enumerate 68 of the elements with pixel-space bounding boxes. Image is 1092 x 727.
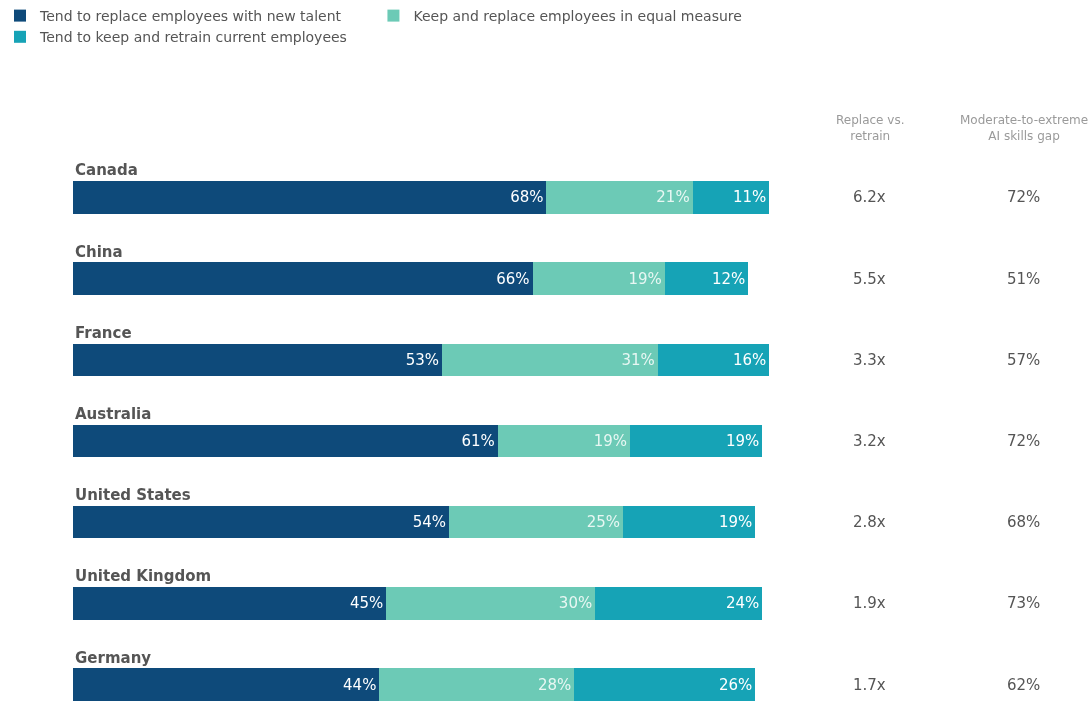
data-label: 61% bbox=[461, 431, 495, 450]
data-label: 66% bbox=[496, 269, 530, 288]
bar bbox=[73, 343, 443, 377]
y-tick-label: China bbox=[75, 243, 123, 261]
text: 72% bbox=[1007, 432, 1041, 450]
text: 62% bbox=[1007, 676, 1041, 694]
bar bbox=[630, 424, 763, 458]
text: 2.8x bbox=[853, 513, 886, 531]
text: 3.3x bbox=[853, 351, 886, 369]
y-tick-label: Australia bbox=[75, 405, 152, 423]
data-label: 30% bbox=[558, 594, 593, 613]
y-tick-label: Canada bbox=[75, 161, 138, 179]
text: Replace vs. retrain bbox=[836, 113, 905, 143]
data-label: 45% bbox=[350, 594, 384, 613]
text: 1.9x bbox=[853, 594, 886, 612]
bar bbox=[73, 262, 533, 295]
bar bbox=[546, 181, 693, 214]
bar bbox=[664, 262, 749, 295]
data-label: 68% bbox=[510, 188, 544, 207]
data-label: 19% bbox=[725, 431, 760, 450]
bar bbox=[73, 587, 387, 620]
data-label: 44% bbox=[343, 675, 377, 694]
bar bbox=[73, 668, 380, 701]
bar bbox=[73, 505, 450, 539]
text: 57% bbox=[1007, 351, 1041, 369]
text: 68% bbox=[1007, 513, 1041, 531]
bar bbox=[73, 181, 547, 214]
bar bbox=[386, 587, 596, 620]
legend-label: Tend to replace employees with new talent bbox=[39, 8, 342, 25]
bar bbox=[623, 505, 756, 539]
text: 51% bbox=[1007, 270, 1041, 288]
bar bbox=[379, 668, 575, 701]
data-label: 31% bbox=[621, 350, 655, 369]
data-label: 12% bbox=[712, 269, 746, 288]
bar bbox=[73, 424, 498, 458]
bar bbox=[449, 505, 624, 539]
y-tick-label: United States bbox=[75, 486, 191, 504]
data-label: 26% bbox=[718, 675, 753, 694]
y-tick-label: Germany bbox=[75, 649, 152, 667]
bar bbox=[442, 343, 658, 377]
text: 5.5x bbox=[853, 270, 886, 288]
text: 72% bbox=[1007, 188, 1041, 206]
data-label: 19% bbox=[718, 513, 753, 532]
data-label: 53% bbox=[405, 350, 440, 369]
data-label: 19% bbox=[593, 431, 628, 450]
data-label: 54% bbox=[412, 513, 447, 532]
y-tick-label: United Kingdom bbox=[75, 567, 212, 585]
text: 6.2x bbox=[853, 188, 886, 206]
bar bbox=[532, 262, 665, 295]
data-label: 16% bbox=[732, 350, 767, 369]
legend-label: Keep and replace employees in equal measure bbox=[413, 8, 742, 25]
y-tick-label: France bbox=[75, 324, 132, 342]
text: 73% bbox=[1007, 594, 1041, 612]
text: Moderate-to-extreme AI skills gap bbox=[960, 113, 1089, 143]
bar bbox=[657, 343, 770, 377]
bar bbox=[692, 181, 770, 214]
data-label: 11% bbox=[732, 188, 767, 207]
text: 1.7x bbox=[853, 676, 886, 694]
legend-label: Tend to keep and retrain current employees bbox=[39, 29, 347, 46]
text: 3.2x bbox=[853, 432, 886, 450]
bar bbox=[497, 424, 631, 458]
data-label: 25% bbox=[586, 513, 621, 532]
data-label: 28% bbox=[537, 675, 572, 694]
data-label: 19% bbox=[628, 269, 662, 288]
data-label: 21% bbox=[656, 188, 690, 207]
bar bbox=[595, 587, 763, 620]
data-label: 24% bbox=[725, 594, 760, 613]
bar bbox=[574, 668, 756, 701]
